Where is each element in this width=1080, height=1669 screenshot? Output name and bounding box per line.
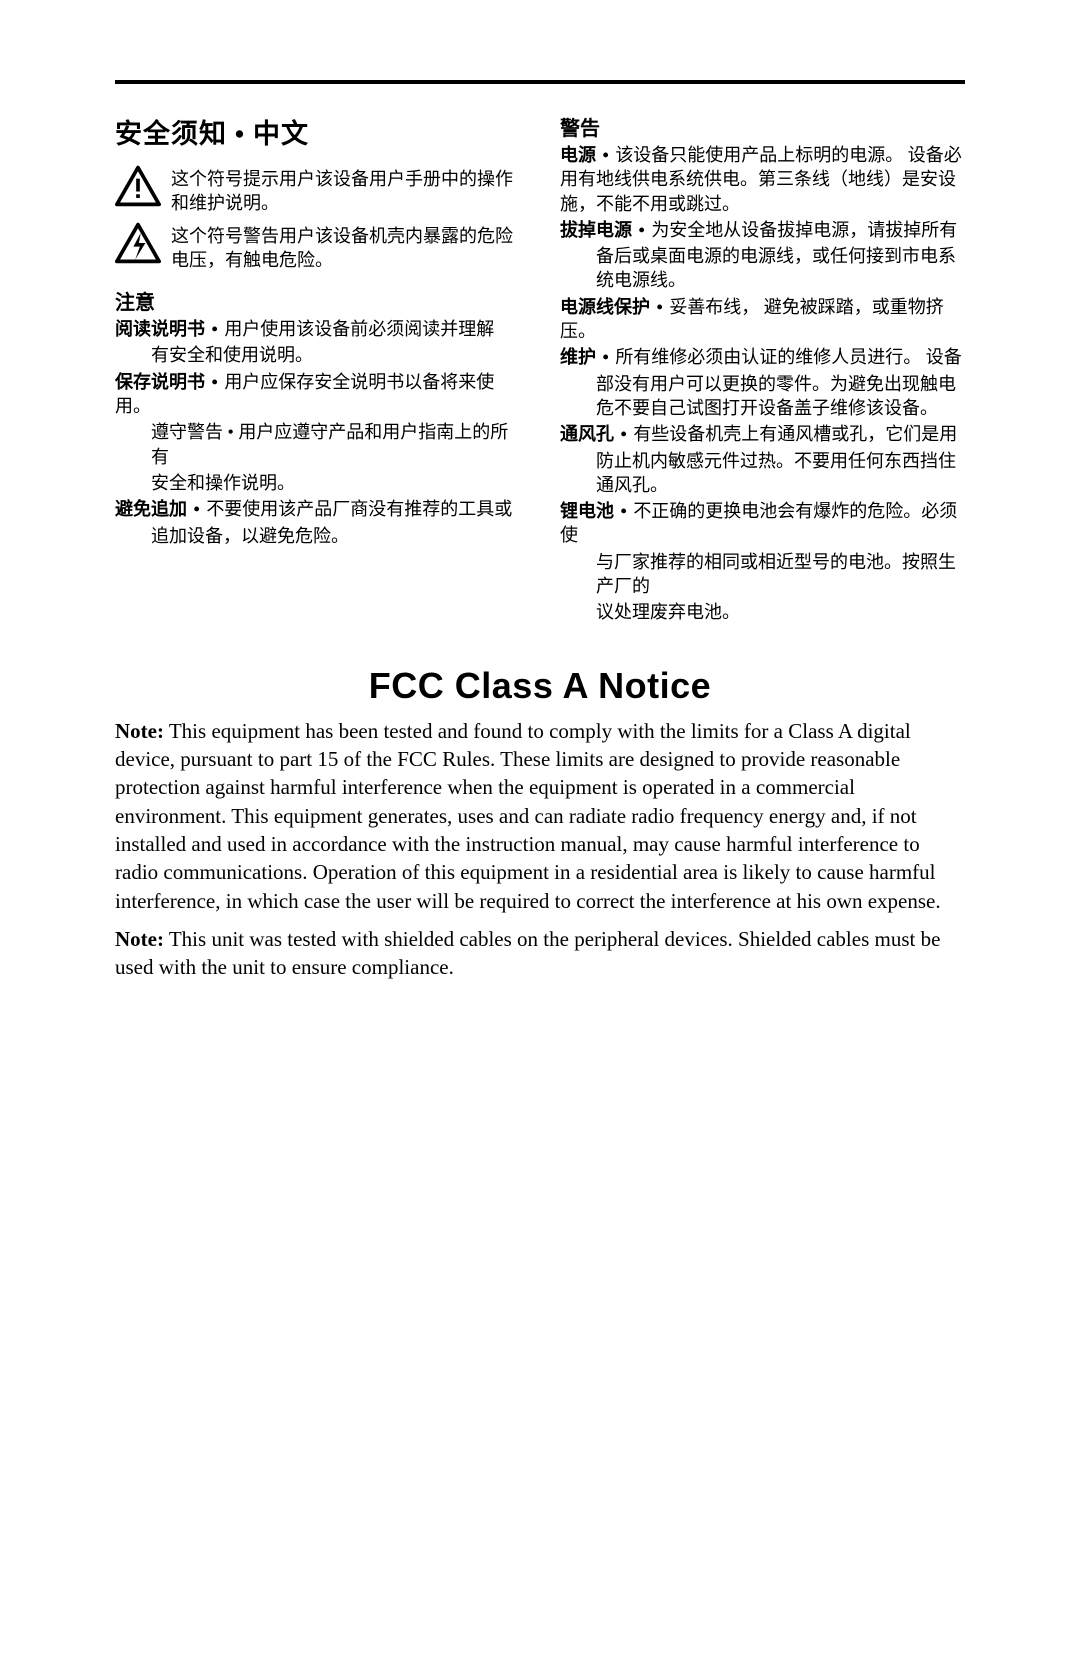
left-item-1: 阅读说明书 • 用户使用该设备前必须阅读并理解	[115, 317, 520, 341]
left-item-1-cont: 有安全和使用说明。	[115, 343, 520, 367]
warning-header: 警告	[560, 112, 965, 141]
sub-label: 遵守警告	[151, 422, 223, 442]
bullet-icon: •	[621, 501, 627, 521]
left-item-2-subcont: 安全和操作说明。	[115, 471, 520, 495]
right-item-4-cont: 部没有用户可以更换的零件。为避免出现触电危不要自己试图打开设备盖子维修该设备。	[560, 372, 965, 421]
left-item-2: 保存说明书 • 用户应保存安全说明书以备将来使用。	[115, 370, 520, 419]
right-item-5-cont: 防止机内敏感元件过热。不要用任何东西挡住通风孔。	[560, 449, 965, 498]
item-label: 维护	[560, 347, 596, 367]
item-text: 用户使用该设备前必须阅读并理解	[224, 319, 494, 339]
fcc-p1-text: This equipment has been tested and found…	[115, 719, 941, 913]
note-label: Note:	[115, 927, 164, 951]
fcc-section: FCC Class A Notice Note: This equipment …	[115, 665, 965, 982]
left-column: 安全须知 • 中文 这个符号提示用户该设备用户手册中的操作和维护说明。 这个符号…	[115, 112, 520, 627]
attention-triangle-icon	[115, 165, 161, 207]
item-label: 电源线保护	[560, 297, 650, 317]
left-item-2-sub: 遵守警告 • 用户应遵守产品和用户指南上的所有	[115, 420, 520, 469]
fcc-title: FCC Class A Notice	[115, 665, 965, 707]
item-text: 不正确的更换电池会有爆炸的危险。必须使	[560, 501, 957, 545]
bullet-icon: •	[657, 297, 663, 317]
item-label: 避免追加	[115, 499, 187, 519]
item-label: 保存说明书	[115, 372, 205, 392]
item-label: 电源	[560, 145, 596, 165]
item-label: 拔掉电源	[560, 220, 632, 240]
attention-icon-row: 这个符号提示用户该设备用户手册中的操作和维护说明。	[115, 165, 520, 216]
bullet-icon: •	[228, 422, 234, 442]
right-item-6-cont2: 议处理废弃电池。	[560, 600, 965, 624]
right-item-6-cont: 与厂家推荐的相同或相近型号的电池。按照生产厂的	[560, 550, 965, 599]
voltage-triangle-icon	[115, 222, 161, 264]
right-item-4: 维护 • 所有维修必须由认证的维修人员进行。 设备	[560, 345, 965, 369]
item-label: 锂电池	[560, 501, 614, 521]
right-item-3: 电源线保护 • 妥善布线， 避免被踩踏，或重物挤压。	[560, 295, 965, 344]
voltage-icon-text: 这个符号警告用户该设备机壳内暴露的危险电压，有触电危险。	[171, 222, 520, 273]
two-column-layout: 安全须知 • 中文 这个符号提示用户该设备用户手册中的操作和维护说明。 这个符号…	[115, 112, 965, 627]
item-text: 不要使用该产品厂商没有推荐的工具或	[206, 499, 512, 519]
top-rule	[115, 80, 965, 84]
left-item-3: 避免追加 • 不要使用该产品厂商没有推荐的工具或	[115, 497, 520, 521]
item-text: 有些设备机壳上有通风槽或孔，它们是用	[633, 424, 957, 444]
fcc-paragraph-1: Note: This equipment has been tested and…	[115, 717, 965, 915]
bullet-icon: •	[212, 372, 218, 392]
right-item-1: 电源 • 该设备只能使用产品上标明的电源。 设备必用有地线供电系统供电。第三条线…	[560, 143, 965, 216]
attention-header: 注意	[115, 286, 520, 315]
bullet-icon: •	[603, 145, 609, 165]
bullet-icon: •	[603, 347, 609, 367]
left-item-3-cont: 追加设备，以避免危险。	[115, 524, 520, 548]
voltage-icon-row: 这个符号警告用户该设备机壳内暴露的危险电压，有触电危险。	[115, 222, 520, 273]
fcc-p2-text: This unit was tested with shielded cable…	[115, 927, 940, 979]
right-item-2-cont: 备后或桌面电源的电源线，或任何接到市电系统电源线。	[560, 244, 965, 293]
note-label: Note:	[115, 719, 164, 743]
bullet-icon: •	[212, 319, 218, 339]
right-item-2: 拔掉电源 • 为安全地从设备拔掉电源，请拔掉所有	[560, 218, 965, 242]
attention-icon-text: 这个符号提示用户该设备用户手册中的操作和维护说明。	[171, 165, 520, 216]
item-label: 阅读说明书	[115, 319, 205, 339]
item-text: 该设备只能使用产品上标明的电源。 设备必用有地线供电系统供电。第三条线（地线）是…	[560, 145, 962, 214]
right-item-6: 锂电池 • 不正确的更换电池会有爆炸的危险。必须使	[560, 499, 965, 548]
bullet-icon: •	[621, 424, 627, 444]
chinese-title: 安全须知 • 中文	[115, 112, 520, 151]
item-text: 所有维修必须由认证的维修人员进行。 设备	[615, 347, 962, 367]
bullet-icon: •	[639, 220, 645, 240]
fcc-paragraph-2: Note: This unit was tested with shielded…	[115, 925, 965, 982]
document-page: 安全须知 • 中文 这个符号提示用户该设备用户手册中的操作和维护说明。 这个符号…	[0, 0, 1080, 1052]
item-text: 为安全地从设备拔掉电源，请拔掉所有	[651, 220, 957, 240]
right-column: 警告 电源 • 该设备只能使用产品上标明的电源。 设备必用有地线供电系统供电。第…	[560, 112, 965, 627]
right-item-5: 通风孔 • 有些设备机壳上有通风槽或孔，它们是用	[560, 422, 965, 446]
item-label: 通风孔	[560, 424, 614, 444]
bullet-icon: •	[194, 499, 200, 519]
